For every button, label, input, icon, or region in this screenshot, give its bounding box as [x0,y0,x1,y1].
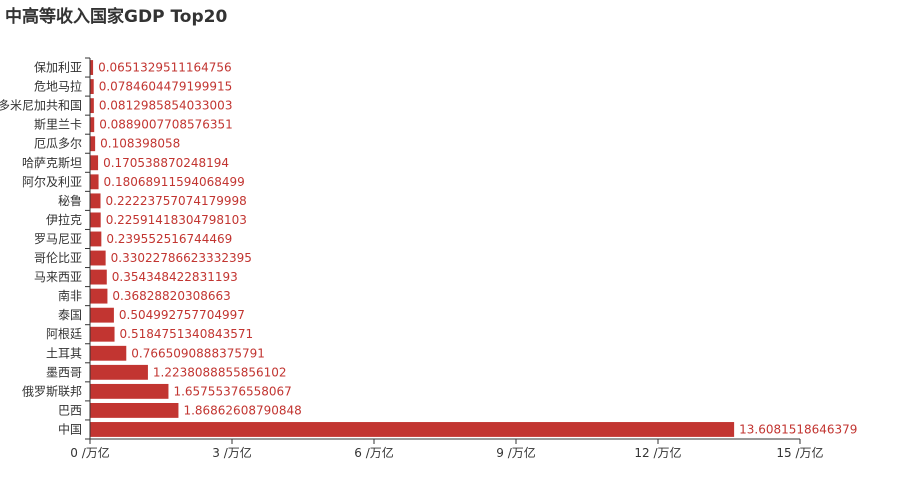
bar-value-label: 0.18068911594068499 [104,175,245,189]
bar[interactable] [90,383,169,399]
x-tick-label: 6 /万亿 [354,445,394,460]
x-axis: 0 /万亿 3 /万亿 6 /万亿 9 /万亿 12 /万亿 15 /万亿 [70,438,824,460]
bar-value-label: 0.0812985854033003 [99,99,233,113]
bar[interactable] [90,98,94,114]
y-tick-label: 阿尔及利亚 [22,174,82,189]
y-tick-label: 墨西哥 [46,365,82,379]
bar-value-label: 0.0651329511164756 [98,61,232,75]
y-tick-label: 俄罗斯联邦 [22,384,82,398]
y-tick-label: 伊拉克 [46,212,82,227]
chart-title: 中高等收入国家GDP Top20 [5,7,228,27]
y-tick-label: 哈萨克斯坦 [22,156,82,170]
bar[interactable] [90,174,99,190]
bar[interactable] [90,60,94,75]
bar-value-label: 1.2238088855856102 [153,365,287,379]
bar-value-label: 0.0889007708576351 [99,118,233,132]
bar-value-label: 0.0784604479199915 [99,80,233,94]
y-tick-label: 罗马尼亚 [34,232,82,246]
bar[interactable] [90,422,735,437]
bar[interactable] [90,155,99,171]
bar-value-label: 0.170538870248194 [103,156,229,170]
x-tick-label: 9 /万亿 [496,445,536,460]
y-tick-label: 泰国 [58,308,82,322]
bar[interactable] [90,117,95,133]
bar-value-label: 0.239552516744469 [106,232,232,246]
bar-value-label: 0.5184751340843571 [120,327,254,341]
bar[interactable] [90,212,101,228]
bar-value-label: 0.504992757704997 [119,308,245,322]
bars-layer [90,60,735,437]
y-tick-label: 中国 [58,421,82,436]
y-tick-label: 保加利亚 [34,61,82,75]
bar-value-label: 1.65755376558067 [173,384,291,398]
bar[interactable] [90,307,114,323]
bar[interactable] [90,345,127,361]
y-axis: 中国 巴西 俄罗斯联邦 墨西哥 土耳其 阿根廷 泰国 南非 马来西亚 哥伦比亚 罗马尼亚 伊拉克 秘鲁 阿… [0,57,91,440]
x-tick-label: 12 /万亿 [634,445,681,460]
bar[interactable] [90,326,115,342]
bar-value-label: 0.22223757074179998 [106,194,247,208]
bar[interactable] [90,231,102,247]
bar[interactable] [90,288,108,304]
bar-value-label: 0.108398058 [100,137,180,151]
y-tick-label: 哥伦比亚 [34,250,82,265]
y-tick-label: 危地马拉 [34,79,82,94]
x-tick-label: 0 /万亿 [70,445,110,460]
value-labels-layer: 13.6081518646379 1.86862608790848 1.657553… [98,61,857,437]
bar[interactable] [90,364,148,380]
bar[interactable] [90,79,94,95]
y-tick-label: 多米尼加共和国 [0,99,82,113]
bar-value-label: 0.354348422831193 [112,270,238,284]
bar-value-label: 0.22591418304798103 [106,213,247,227]
y-tick-label: 马来西亚 [34,270,82,284]
bar-value-label: 0.36828820308663 [112,289,230,303]
bar-value-label: 0.7665090888375791 [131,346,265,360]
y-tick-label: 土耳其 [46,346,82,360]
bar[interactable] [90,136,96,152]
bar[interactable] [90,193,101,209]
y-tick-label: 秘鲁 [58,194,82,208]
bar[interactable] [90,250,106,266]
bar[interactable] [90,269,107,285]
y-tick-label: 巴西 [58,403,82,417]
x-tick-label: 15 /万亿 [776,445,823,460]
bar-value-label: 0.33022786623332395 [111,251,252,265]
y-tick-label: 厄瓜多尔 [34,136,82,151]
y-tick-label: 斯里兰卡 [34,118,82,132]
y-tick-label: 南非 [58,288,82,303]
y-tick-label: 阿根廷 [46,327,82,341]
x-tick-label: 3 /万亿 [212,445,252,460]
bar-value-label: 1.86862608790848 [183,403,301,417]
bar-value-label: 13.6081518646379 [739,422,857,436]
bar[interactable] [90,402,179,418]
